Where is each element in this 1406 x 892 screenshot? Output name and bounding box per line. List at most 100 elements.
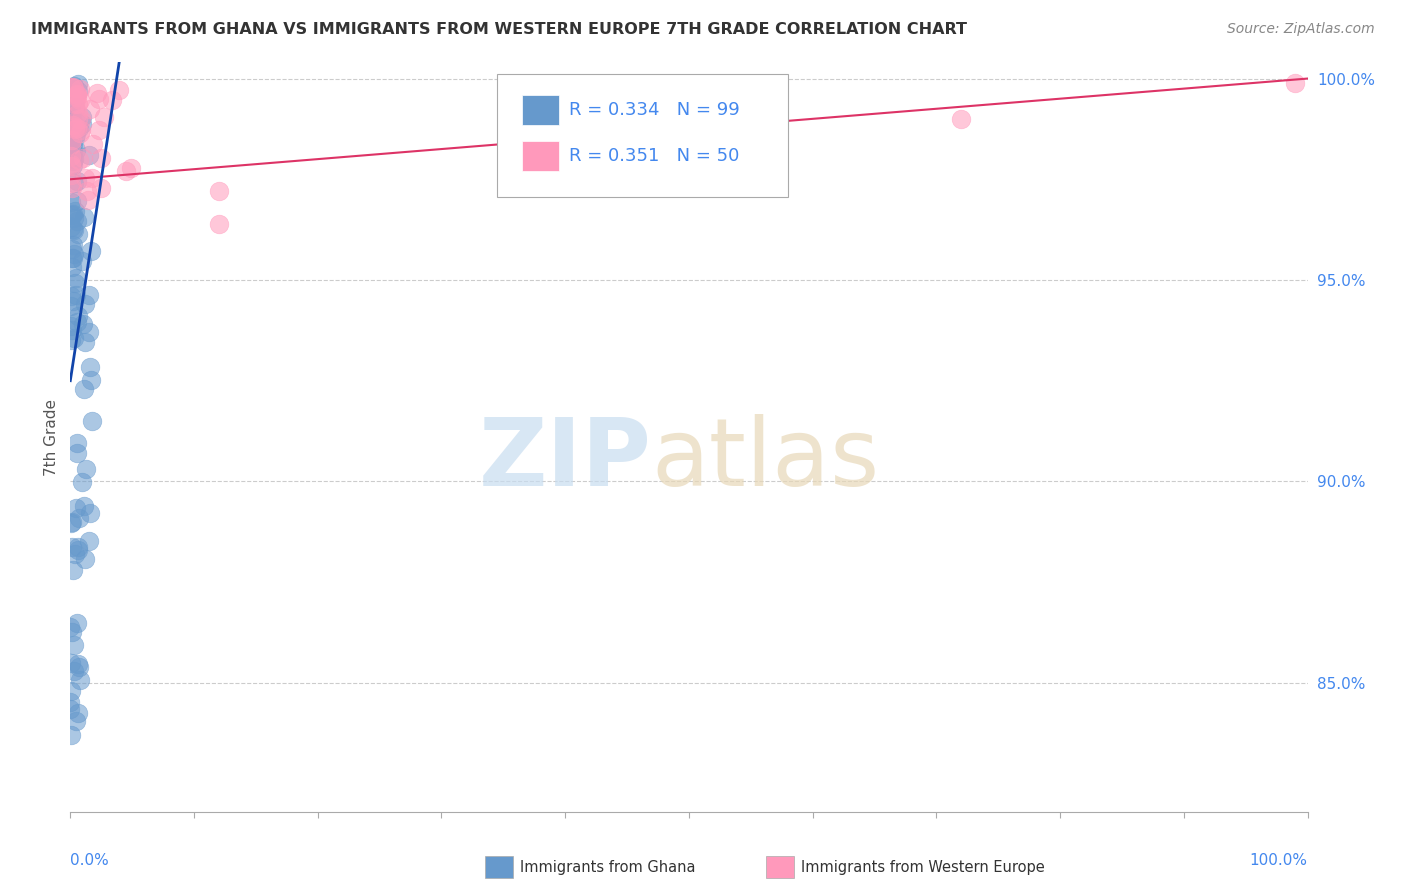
Point xyxy=(60,133,83,147)
Point xyxy=(59,177,82,191)
Point xyxy=(67,543,90,558)
Point xyxy=(77,194,100,208)
Point xyxy=(67,105,90,120)
Point xyxy=(63,79,86,94)
Point xyxy=(65,131,87,145)
Point xyxy=(60,516,83,530)
Point xyxy=(63,247,86,261)
Point xyxy=(70,253,93,268)
Point xyxy=(62,664,84,678)
Point xyxy=(60,657,83,671)
Point xyxy=(70,123,93,137)
Point xyxy=(67,510,90,524)
Point xyxy=(66,97,89,112)
Point xyxy=(62,153,84,168)
Point xyxy=(63,547,86,561)
Point xyxy=(65,128,87,142)
Point xyxy=(63,120,86,135)
Point xyxy=(60,208,83,222)
FancyBboxPatch shape xyxy=(522,141,560,171)
Point xyxy=(59,696,82,710)
Point xyxy=(62,211,84,225)
Point xyxy=(62,127,84,141)
Point xyxy=(65,288,87,302)
Point xyxy=(66,435,89,450)
Point xyxy=(63,121,86,136)
Point xyxy=(554,160,576,174)
Point xyxy=(66,214,89,228)
Point xyxy=(1284,76,1306,90)
Point xyxy=(63,101,86,115)
Point xyxy=(60,299,83,313)
Point xyxy=(79,288,101,302)
Text: atlas: atlas xyxy=(652,414,880,506)
Point xyxy=(70,475,93,490)
Text: Immigrants from Western Europe: Immigrants from Western Europe xyxy=(801,860,1045,874)
Point xyxy=(82,414,104,428)
Point xyxy=(60,219,83,234)
Point xyxy=(77,148,100,162)
Point xyxy=(63,331,86,345)
Point xyxy=(62,82,84,96)
Point xyxy=(60,157,83,171)
Point xyxy=(208,185,231,199)
Point xyxy=(60,168,83,182)
Point xyxy=(67,153,90,168)
Point xyxy=(60,625,83,640)
Point xyxy=(66,657,89,672)
Text: R = 0.334   N = 99: R = 0.334 N = 99 xyxy=(569,101,740,119)
Point xyxy=(108,83,131,97)
Point xyxy=(62,238,84,252)
FancyBboxPatch shape xyxy=(522,95,560,125)
Point xyxy=(63,97,86,112)
Point xyxy=(62,158,84,172)
Point xyxy=(90,152,112,166)
Point xyxy=(65,315,87,329)
Point xyxy=(62,145,84,159)
Point xyxy=(60,137,83,152)
Point xyxy=(66,227,89,241)
Point xyxy=(70,117,93,131)
Point xyxy=(60,540,83,554)
Point xyxy=(69,82,91,96)
Point xyxy=(69,112,91,127)
Point xyxy=(69,673,91,688)
Point xyxy=(80,373,103,387)
Point xyxy=(60,181,83,195)
Point xyxy=(66,616,89,631)
Point xyxy=(67,120,90,135)
Point xyxy=(72,151,94,165)
Point xyxy=(62,121,84,136)
Point xyxy=(69,94,91,108)
Point xyxy=(60,260,83,274)
Point xyxy=(89,122,111,136)
Point xyxy=(79,102,101,116)
Point xyxy=(76,184,98,198)
Point xyxy=(950,112,973,126)
Point xyxy=(208,217,231,231)
Point xyxy=(62,80,84,95)
Point xyxy=(63,638,86,652)
Point xyxy=(63,276,86,290)
Text: Source: ZipAtlas.com: Source: ZipAtlas.com xyxy=(1227,22,1375,37)
Point xyxy=(59,728,82,742)
Text: 0.0%: 0.0% xyxy=(70,853,110,868)
Point xyxy=(66,706,89,720)
Point xyxy=(80,170,103,185)
Point xyxy=(66,174,89,188)
Point xyxy=(79,506,101,520)
Text: ZIP: ZIP xyxy=(479,414,652,506)
Point xyxy=(62,294,84,309)
Point xyxy=(70,110,93,124)
Point xyxy=(62,118,84,132)
Point xyxy=(75,297,97,311)
Point xyxy=(63,223,86,237)
Point xyxy=(63,80,86,95)
Point xyxy=(67,540,90,554)
Point xyxy=(82,137,104,152)
Point xyxy=(86,86,108,100)
FancyBboxPatch shape xyxy=(498,74,787,197)
Point xyxy=(59,159,82,173)
Point xyxy=(73,500,96,514)
Point xyxy=(67,659,90,673)
